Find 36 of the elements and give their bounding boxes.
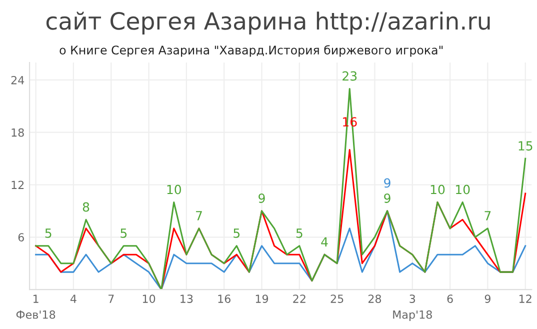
data-label: 10 [167, 184, 182, 194]
data-label: 7 [196, 211, 202, 220]
x-tick-label: 10 [142, 294, 156, 303]
data-label: 9 [384, 178, 390, 188]
y-tick-label: 12 [12, 180, 24, 189]
chart-title: сайт Сергея Азарина http://azarin.ru [46, 12, 490, 34]
data-label: 5 [45, 228, 52, 238]
data-label: 5 [120, 228, 127, 238]
data-label: 8 [82, 202, 90, 212]
data-label: 10 [456, 184, 470, 194]
y-tick-label: 24 [11, 76, 24, 84]
data-label: 7 [484, 211, 491, 220]
x-tick-label: 28 [368, 294, 382, 303]
data-label: 5 [296, 228, 302, 238]
y-tick-label: 6 [18, 233, 24, 242]
x-tick-label: 9 [484, 294, 490, 303]
data-label: 15 [518, 141, 532, 151]
x-tick-label: 19 [256, 294, 268, 303]
x-tick-label: 25 [330, 294, 344, 303]
x-tick-label: 12 [520, 294, 532, 303]
data-label: 10 [430, 184, 445, 194]
y-tick-label: 18 [12, 128, 24, 137]
chart-subtitle: о Книге Сергея Азарина "Хавард.История биржевого игрока" [60, 45, 443, 57]
x-tick-label: 1 Фев'18 [16, 294, 56, 319]
x-tick-label: 6 [447, 294, 453, 303]
x-tick-label: 13 [180, 294, 193, 303]
x-tick-label: 3 Мар'18 [393, 294, 432, 321]
data-label: 5 [234, 228, 240, 238]
data-label: 9 [384, 194, 390, 203]
x-tick-label: 22 [293, 294, 306, 303]
x-tick-label: 4 [70, 294, 76, 303]
x-tick-label: 7 [108, 294, 114, 303]
data-label: 4 [321, 237, 328, 246]
data-label: 9 [258, 194, 265, 203]
x-tick-label: 16 [218, 294, 230, 303]
data-label: 23 [342, 71, 357, 81]
